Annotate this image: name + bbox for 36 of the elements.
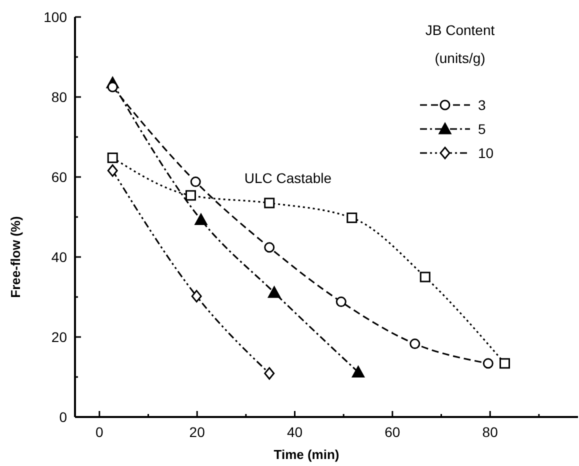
point [268, 286, 280, 298]
x-axis-title: Time (min) [274, 447, 340, 462]
y-axis-title: Free-flow (%) [8, 216, 23, 298]
point [107, 82, 118, 92]
legend-label: 3 [478, 97, 486, 113]
point [500, 358, 510, 369]
legend-label: 10 [478, 145, 494, 161]
y-tick-label: 0 [59, 409, 68, 425]
point [107, 152, 118, 164]
x-tick-label: 20 [189, 424, 206, 440]
point [190, 176, 201, 188]
point [346, 212, 358, 224]
point [410, 338, 420, 350]
point [420, 272, 430, 282]
point [191, 290, 202, 302]
point [107, 164, 118, 177]
x-tick-label: 40 [286, 424, 303, 440]
point [264, 198, 275, 208]
y-tick-label: 60 [51, 169, 68, 185]
point [185, 190, 196, 201]
point [352, 366, 364, 378]
x-tick-label: 0 [96, 424, 104, 440]
point [264, 242, 275, 253]
point [264, 367, 275, 380]
x-tick-label: 80 [482, 424, 498, 440]
x-tick-label: 60 [384, 424, 400, 440]
point [336, 296, 346, 308]
legend-title: JB Content (units/g) [425, 22, 495, 66]
point [482, 358, 494, 369]
y-tick-label: 20 [51, 329, 68, 345]
y-tick-label: 40 [51, 249, 68, 265]
y-tick-label: 100 [44, 9, 68, 25]
y-tick-label: 80 [51, 89, 68, 105]
legend-label: 5 [478, 121, 486, 137]
series-label: ULC Castable [244, 170, 332, 186]
point [194, 214, 208, 226]
